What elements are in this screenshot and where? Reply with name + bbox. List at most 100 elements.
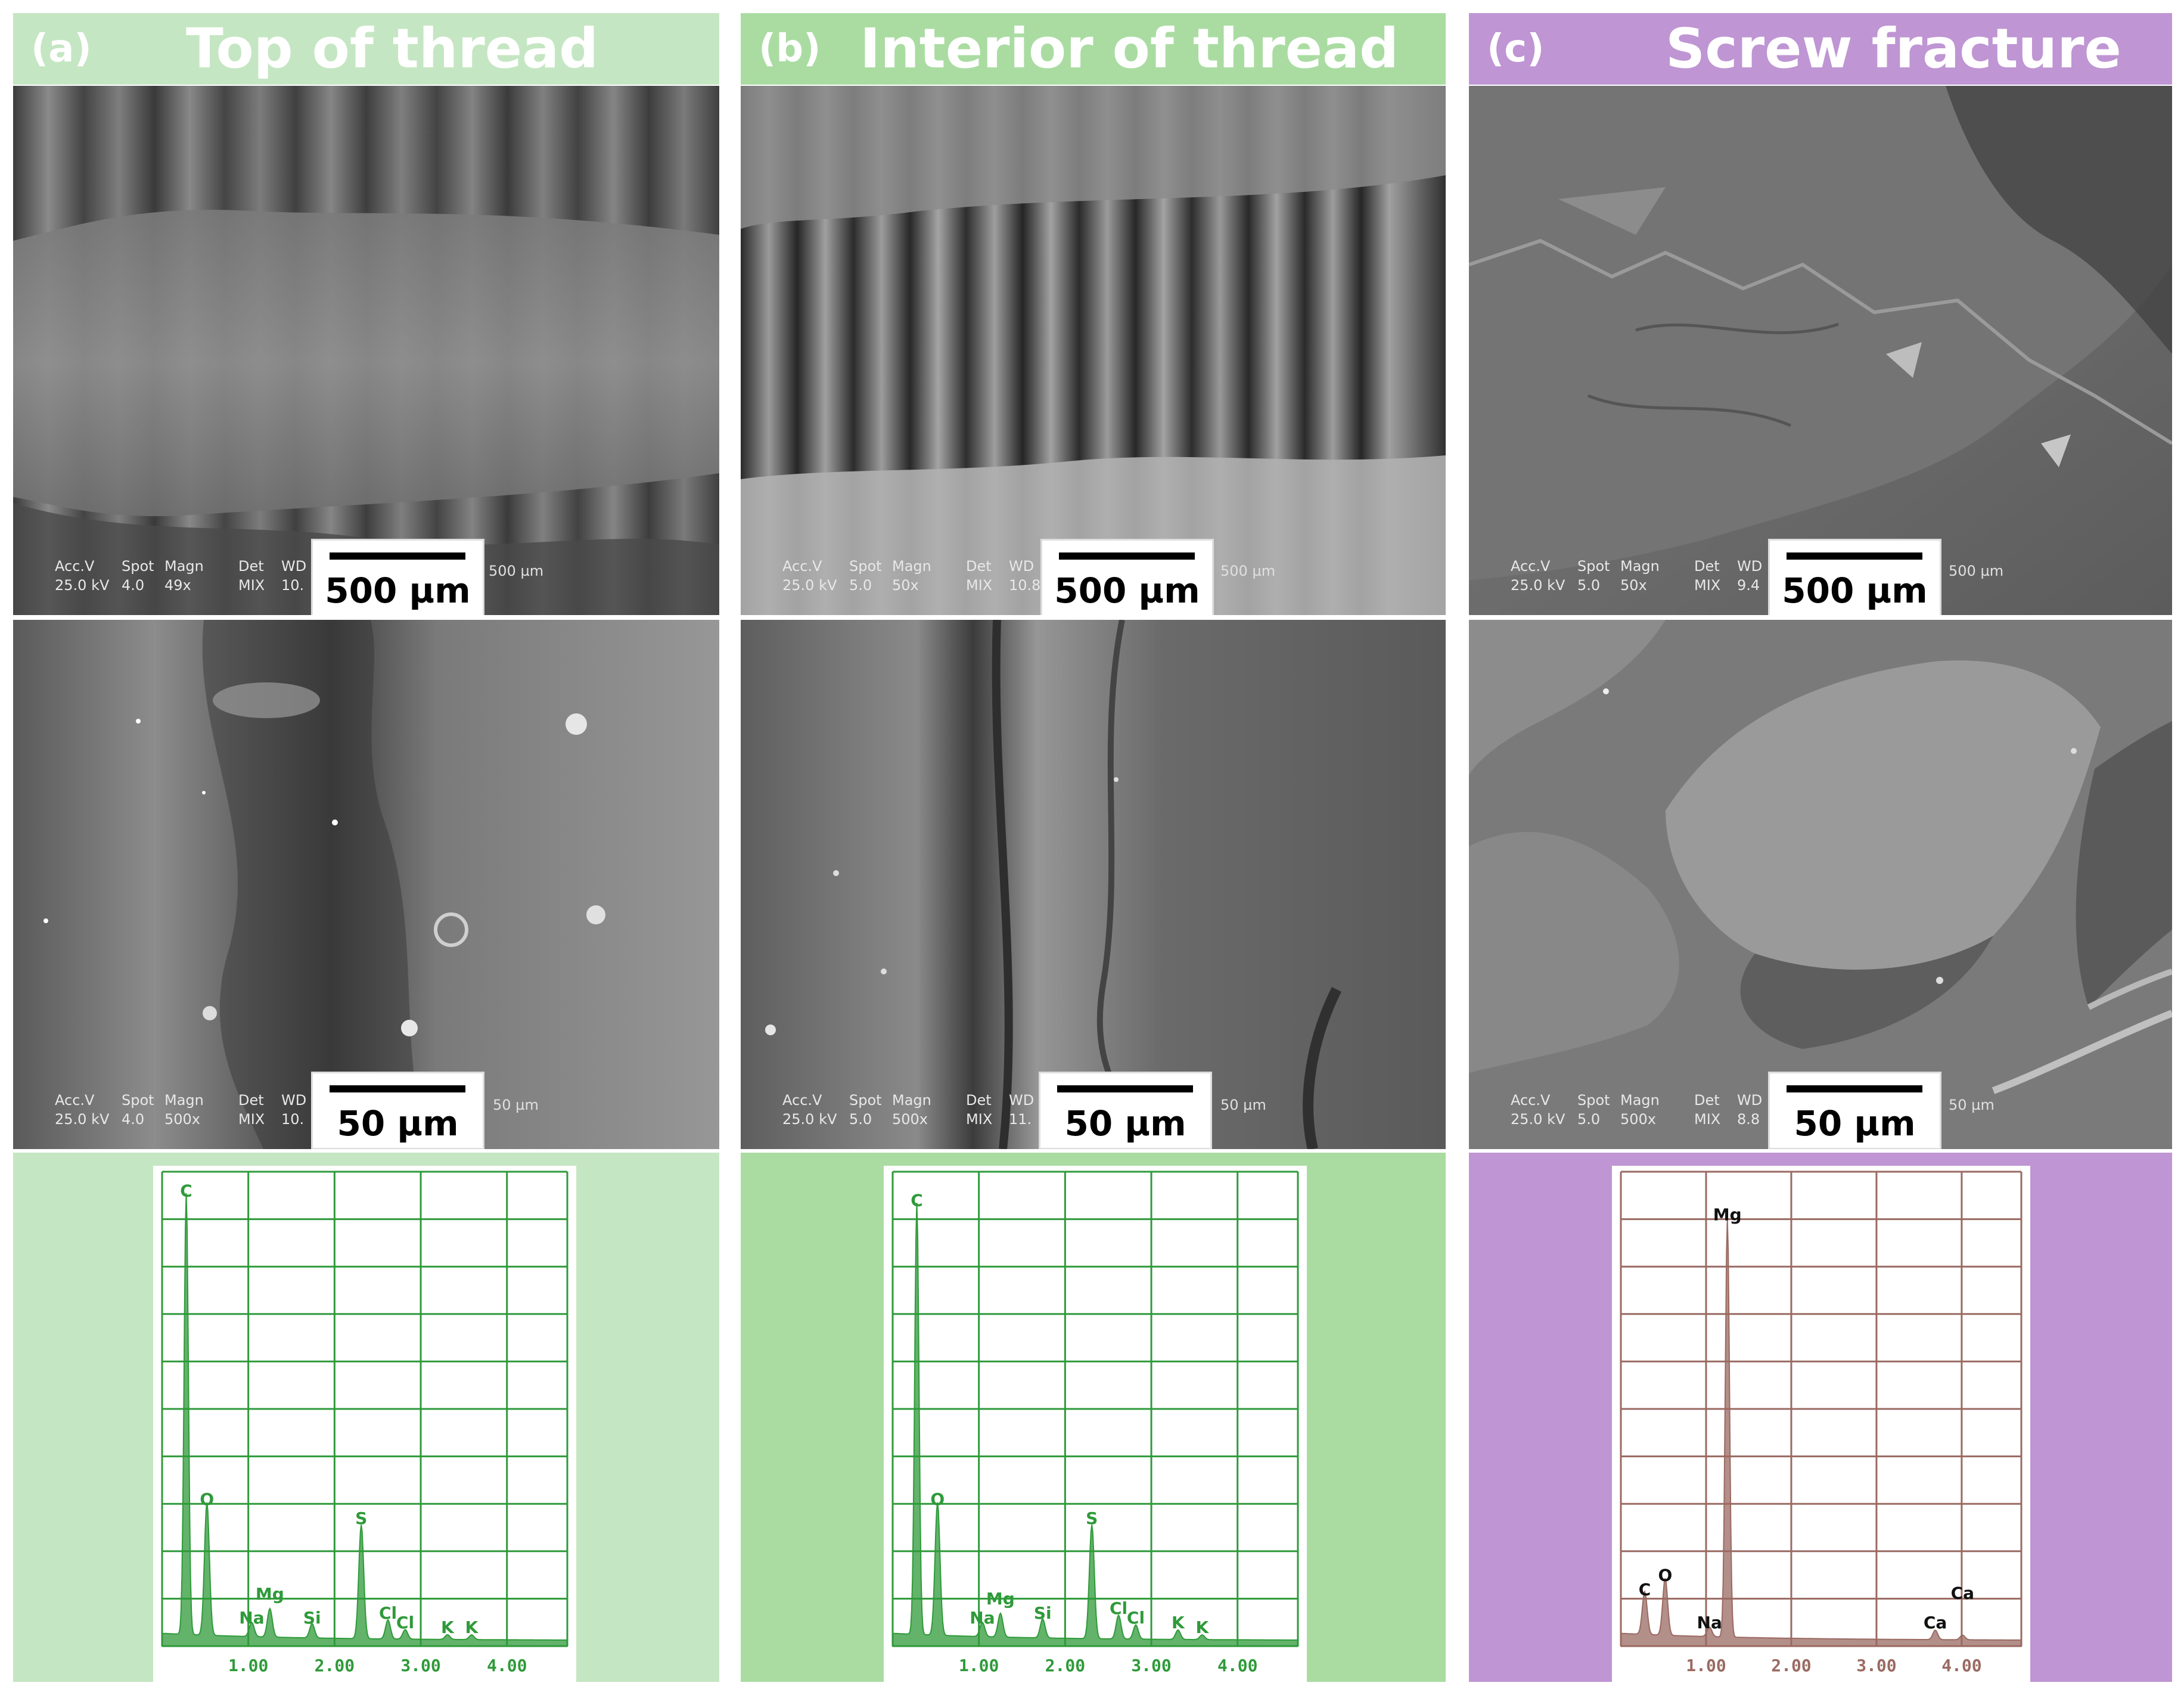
peak-label-c: C [180, 1181, 192, 1201]
panel-a: (a) Top of thread [13, 13, 719, 1682]
scale-bar-box: 50 µm [311, 1072, 484, 1149]
meta-header-magn: Magn [1620, 558, 1660, 575]
meta-value-det: MIX [238, 1111, 265, 1128]
peak-label-na: Na [1697, 1613, 1722, 1632]
meta-value-wd: 10.8 [1009, 577, 1041, 594]
meta-value-wd: 8.8 [1737, 1111, 1760, 1128]
x-tick-label: 1.00 [228, 1656, 268, 1675]
sem-metadata: Acc.V Spot Magn Det WD 25.0 kV 5.0 500x MIX 8.8 [1511, 1091, 1762, 1129]
meta-value-magn: 50x [892, 577, 919, 594]
meta-header-accv: Acc.V [782, 1092, 822, 1109]
sem-image-low-mag: Acc.V Spot Magn Det WD 25.0 kV 5.0 50x MIX 10.8 … [741, 86, 1446, 615]
eds-background: C O Na Mg Si S Cl Cl K K 1.00 2.00 3.00 4.00 [741, 1153, 1446, 1682]
scale-bar-label: 500 µm [325, 570, 471, 611]
peak-label-c: C [1639, 1579, 1651, 1599]
meta-header-accv: Acc.V [55, 558, 95, 575]
sem-image-low-mag: Acc.V Spot Magn Det WD 25.0 kV 4.0 49x MIX 10. 5… [13, 86, 719, 615]
sem-micro-scale-label: 50 µm [1220, 1097, 1266, 1113]
meta-value-det: MIX [1694, 1111, 1721, 1128]
meta-value-accv: 25.0 kV [782, 1111, 837, 1128]
meta-header-spot: Spot [1577, 558, 1610, 575]
meta-header-det: Det [966, 1092, 992, 1109]
eds-grid [891, 1171, 1299, 1647]
sem-micro-scale-label: 50 µm [1949, 1097, 1995, 1113]
meta-header-wd: WD [1737, 558, 1763, 575]
meta-value-accv: 25.0 kV [1511, 1111, 1565, 1128]
meta-header-magn: Magn [164, 558, 204, 575]
eds-grid [161, 1171, 568, 1647]
meta-value-spot: 5.0 [849, 1111, 872, 1128]
sem-image-high-mag: Acc.V Spot Magn Det WD 25.0 kV 5.0 500x MIX 8.8 … [1469, 620, 2172, 1149]
scale-bar-label: 50 µm [337, 1103, 459, 1144]
meta-header-magn: Magn [892, 1092, 931, 1109]
eds-background: C O Na Mg Si S Cl Cl K K 1.00 2.00 3.00 4.00 [13, 1153, 719, 1682]
scale-bar [330, 552, 465, 560]
eds-spectrum-area [892, 1202, 1298, 1647]
meta-value-spot: 4.0 [122, 1111, 145, 1128]
meta-header-spot: Spot [1577, 1092, 1610, 1109]
meta-header-accv: Acc.V [782, 558, 822, 575]
meta-value-wd: 10. [281, 577, 305, 594]
x-tick-label: 4.00 [1941, 1656, 1981, 1675]
eds-spectrum-area [1620, 1219, 2022, 1647]
panel-c-title: Screw fracture [1666, 17, 2121, 80]
meta-value-det: MIX [1694, 577, 1721, 594]
x-tick-label: 3.00 [1856, 1656, 1896, 1675]
meta-header-det: Det [966, 558, 992, 575]
scale-bar-box: 500 µm [1040, 539, 1214, 615]
meta-header-spot: Spot [122, 1092, 154, 1109]
panel-a-letter: (a) [31, 27, 92, 71]
scale-bar-box: 500 µm [1768, 539, 1941, 615]
panel-a-header: (a) Top of thread [13, 13, 719, 85]
sem-image-high-mag: Acc.V Spot Magn Det WD 25.0 kV 4.0 500x MIX 10. … [13, 620, 719, 1149]
panel-c-letter: (c) [1487, 27, 1545, 71]
meta-header-wd: WD [1009, 558, 1034, 575]
meta-header-accv: Acc.V [1511, 1092, 1551, 1109]
peak-label-s: S [1086, 1508, 1098, 1528]
meta-header-det: Det [1694, 558, 1720, 575]
x-tick-label: 2.00 [1771, 1656, 1811, 1675]
sem-metadata: Acc.V Spot Magn Det WD 25.0 kV 5.0 50x MIX 9.4 [1511, 557, 1762, 595]
x-tick-label: 3.00 [1131, 1656, 1171, 1675]
x-tick-label: 3.00 [400, 1656, 440, 1675]
meta-value-wd: 11. [1009, 1111, 1032, 1128]
eds-background: C O Na Mg Ca Ca 1.00 2.00 3.00 4.00 [1469, 1153, 2172, 1682]
peak-label-c: C [911, 1191, 923, 1210]
meta-header-wd: WD [281, 1092, 307, 1109]
scale-bar-label: 500 µm [1782, 570, 1928, 611]
meta-value-accv: 25.0 kV [55, 577, 110, 594]
peak-label-si: Si [303, 1608, 321, 1628]
peak-label-mg: Mg [256, 1584, 284, 1604]
meta-value-magn: 49x [164, 577, 191, 594]
eds-grid [1620, 1171, 2023, 1647]
meta-value-accv: 25.0 kV [782, 577, 837, 594]
meta-header-wd: WD [1009, 1092, 1034, 1109]
panel-b: (b) Interior of thread [741, 13, 1446, 1682]
meta-header-wd: WD [281, 558, 307, 575]
peak-label-mg: Mg [1713, 1205, 1742, 1225]
peak-label-cl: Cl [396, 1613, 414, 1632]
meta-value-wd: 9.4 [1737, 577, 1760, 594]
sem-micro-scale-label: 500 µm [489, 563, 544, 579]
x-tick-label: 4.00 [487, 1656, 527, 1675]
eds-spectrum-area [161, 1193, 568, 1647]
meta-header-det: Det [238, 558, 264, 575]
meta-value-det: MIX [966, 1111, 993, 1128]
panel-c-header: (c) Screw fracture [1469, 13, 2172, 85]
peak-label-o: O [1658, 1565, 1672, 1585]
peak-label-k: K [1196, 1618, 1210, 1637]
meta-value-magn: 500x [892, 1111, 928, 1128]
peak-label-si: Si [1034, 1603, 1052, 1623]
eds-spectrum-chart: C O Na Mg Si S Cl Cl K K 1.00 2.00 3.00 4.00 [884, 1166, 1307, 1682]
meta-header-accv: Acc.V [1511, 558, 1551, 575]
x-tick-label: 2.00 [315, 1656, 355, 1675]
sem-metadata: Acc.V Spot Magn Det WD 25.0 kV 4.0 49x MIX 10. [55, 557, 306, 595]
meta-header-spot: Spot [122, 558, 154, 575]
meta-value-det: MIX [238, 577, 265, 594]
sem-micro-scale-label: 500 µm [1220, 563, 1276, 579]
scale-bar [1787, 552, 1922, 560]
meta-header-accv: Acc.V [55, 1092, 95, 1109]
